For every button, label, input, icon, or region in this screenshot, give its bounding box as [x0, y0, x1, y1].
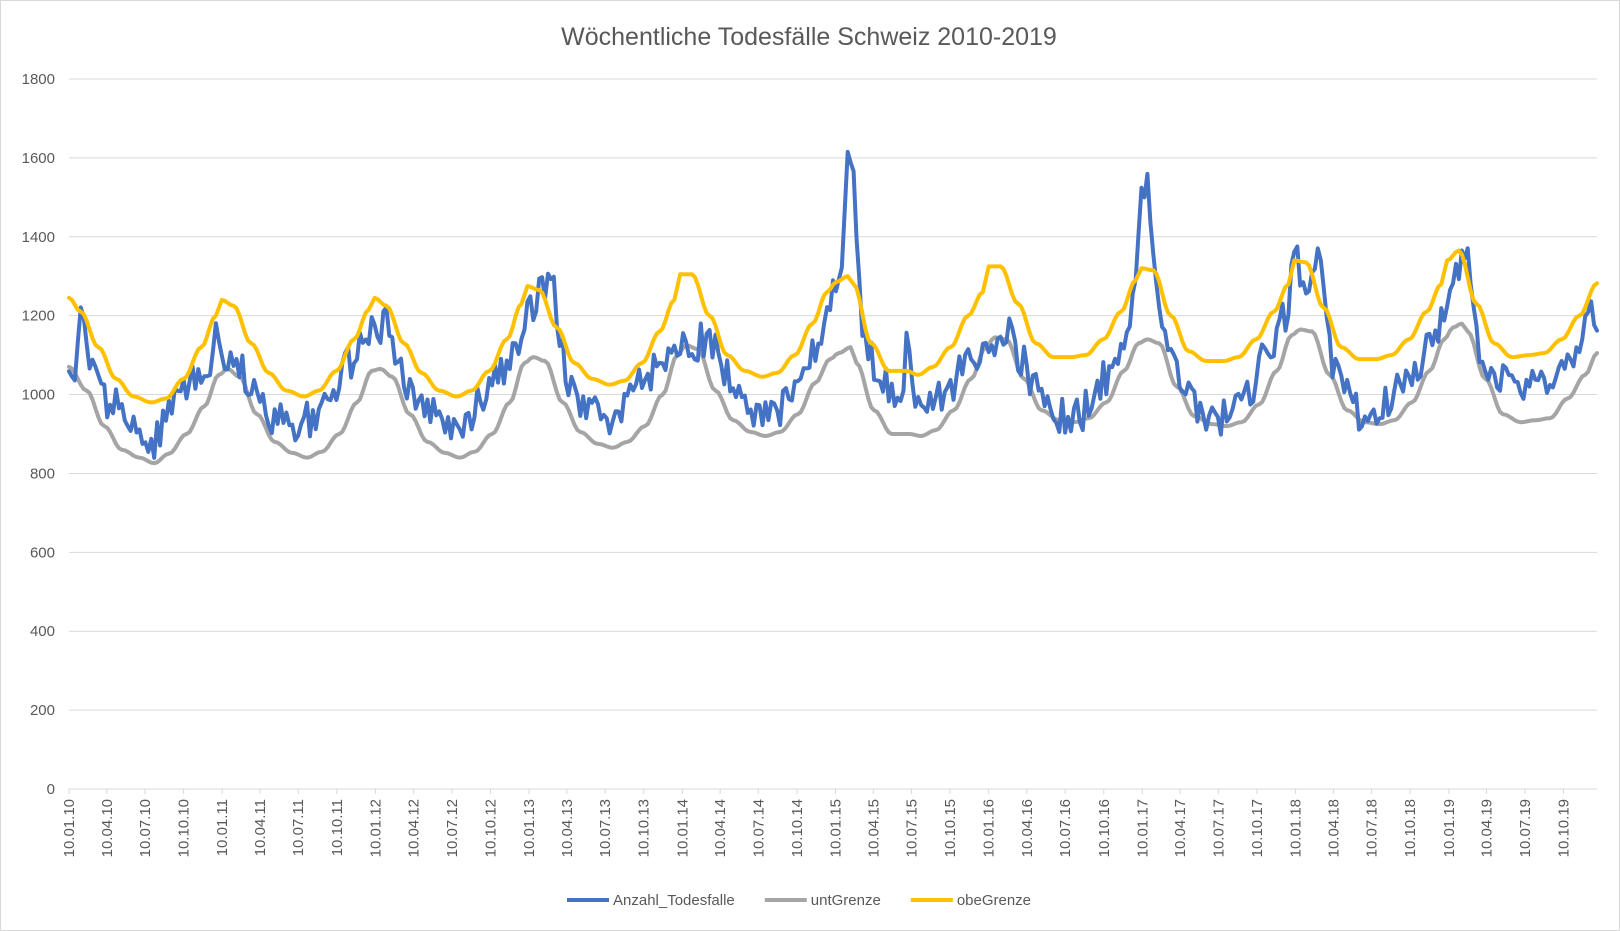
y-tick-label: 1000: [22, 387, 55, 404]
x-tick-label: 10.01.13: [521, 799, 538, 857]
x-tick-label: 10.04.12: [406, 799, 423, 857]
x-tick-label: 10.10.18: [1402, 799, 1419, 857]
x-tick-label: 10.10.11: [329, 799, 346, 856]
y-tick-label: 1200: [22, 308, 55, 325]
x-tick-label: 10.10.16: [1096, 799, 1113, 857]
x-tick-label: 10.10.15: [942, 799, 959, 857]
x-axis: 10.01.10 10.04.10 10.07.10 10.10.10 10.01.11…: [61, 789, 1572, 857]
x-tick-label: 10.04.13: [559, 799, 576, 857]
x-tick-label: 10.04.17: [1172, 799, 1189, 857]
x-tick-label: 10.10.10: [176, 799, 193, 857]
legend: Anzahl_Todesfalle untGrenze obeGrenze: [567, 892, 1031, 909]
x-tick-label: 10.10.17: [1249, 799, 1266, 857]
x-tick-label: 10.04.10: [99, 799, 116, 857]
x-tick-label: 10.07.19: [1517, 799, 1534, 857]
y-tick-label: 1400: [22, 229, 55, 246]
y-tick-label: 1800: [22, 71, 55, 88]
x-tick-label: 10.04.16: [1019, 799, 1036, 857]
series-line-Anzahl_Todesfalle: [67, 149, 1599, 460]
x-tick-label: 10.04.18: [1325, 799, 1342, 857]
x-tick-label: 10.07.12: [444, 799, 461, 857]
legend-label: Anzahl_Todesfalle: [613, 892, 735, 909]
x-tick-label: 10.07.13: [597, 799, 614, 857]
series-line-obeGrenze: [67, 248, 1599, 405]
y-tick-label: 200: [30, 702, 55, 719]
x-tick-label: 10.01.18: [1288, 799, 1305, 857]
y-tick-label: 800: [30, 465, 55, 482]
x-tick-label: 10.01.14: [674, 799, 691, 857]
x-tick-label: 10.07.18: [1364, 799, 1381, 857]
y-tick-label: 400: [30, 623, 55, 640]
x-tick-label: 10.01.19: [1441, 799, 1458, 857]
x-tick-label: 10.07.10: [137, 799, 154, 857]
x-tick-label: 10.07.11: [290, 799, 307, 856]
x-tick-label: 10.07.15: [903, 799, 920, 857]
x-tick-label: 10.01.10: [61, 799, 78, 857]
x-tick-label: 10.10.14: [789, 799, 806, 857]
x-tick-label: 10.04.19: [1479, 799, 1496, 857]
x-tick-label: 10.01.16: [981, 799, 998, 857]
x-tick-label: 10.07.14: [750, 799, 767, 857]
y-tick-label: 1600: [22, 150, 55, 167]
x-tick-label: 10.01.15: [828, 799, 845, 857]
series-layer: [67, 149, 1599, 466]
x-tick-label: 10.04.14: [712, 799, 729, 857]
y-tick-label: 600: [30, 544, 55, 561]
legend-label: obeGrenze: [957, 892, 1031, 909]
x-tick-label: 10.10.12: [482, 799, 499, 857]
x-tick-label: 10.01.11: [214, 799, 231, 856]
x-tick-label: 10.04.15: [865, 799, 882, 857]
x-tick-label: 10.04.11: [252, 799, 269, 856]
series-line-untGrenze: [67, 321, 1599, 466]
x-tick-label: 10.07.16: [1057, 799, 1074, 857]
x-tick-label: 10.10.19: [1555, 799, 1572, 857]
y-tick-label: 0: [47, 781, 55, 798]
x-tick-label: 10.10.13: [636, 799, 653, 857]
x-tick-label: 10.01.17: [1134, 799, 1151, 857]
x-tick-label: 10.01.12: [367, 799, 384, 857]
y-axis: 0 200 400 600 800 1000 1200 1400 1600 1800: [22, 71, 55, 798]
x-tick-label: 10.07.17: [1210, 799, 1227, 857]
chart-title: Wöchentliche Todesfälle Schweiz 2010-201…: [561, 23, 1057, 51]
legend-label: untGrenze: [811, 892, 881, 909]
